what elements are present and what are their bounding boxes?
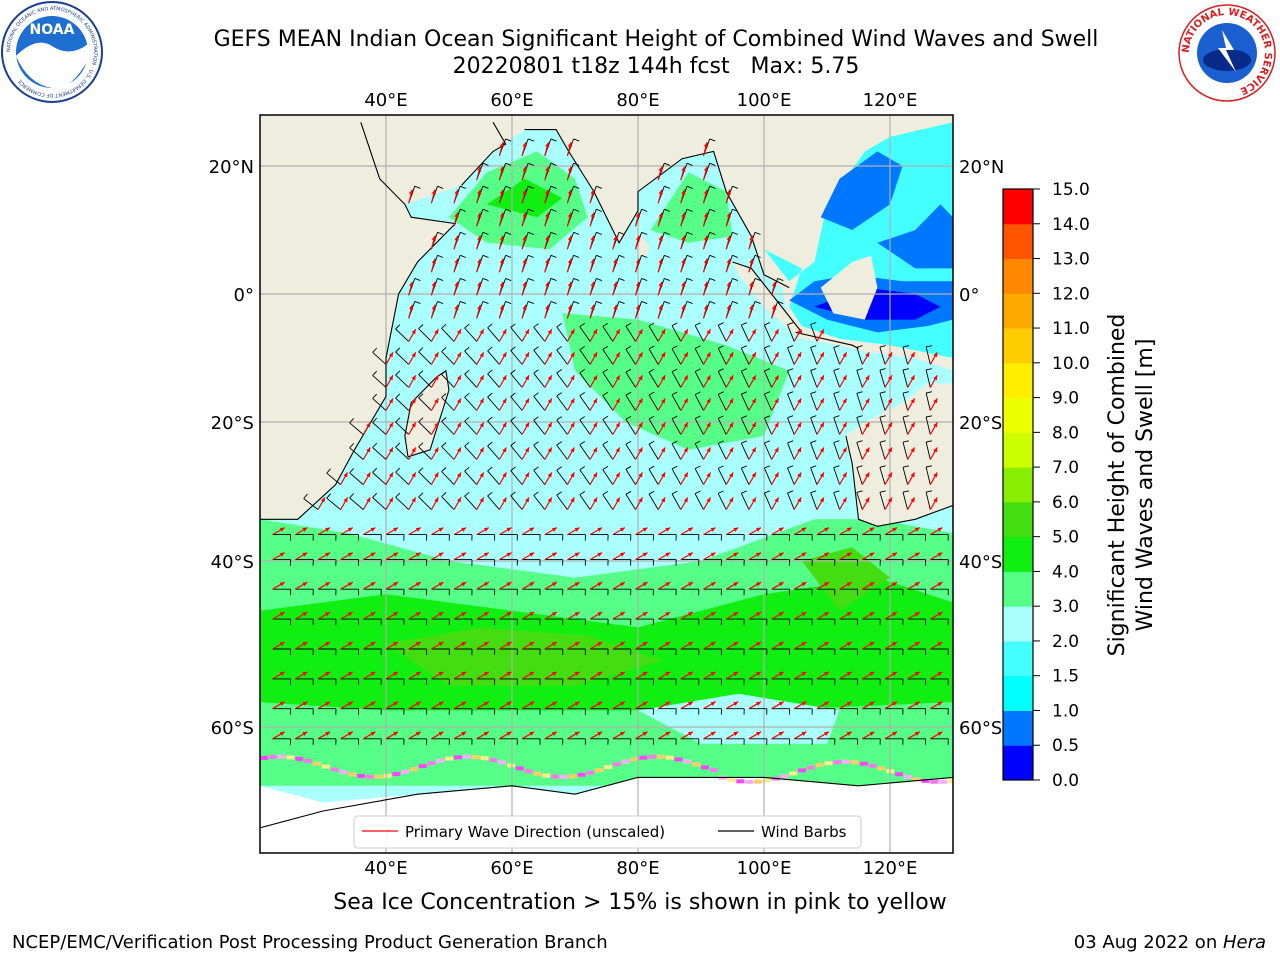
colorbar-swatch	[1003, 710, 1033, 746]
caption: Sea Ice Concentration > 15% is shown in …	[333, 890, 947, 915]
colorbar-swatch	[1003, 189, 1033, 225]
lon-tick-top: 120°E	[863, 90, 918, 111]
lat-tick-right: 0°	[959, 285, 979, 306]
colorbar-tick-label: 13.0	[1052, 250, 1090, 270]
nws-logo: NATIONAL WEATHER SERVICE	[1178, 4, 1276, 102]
colorbar-label: Significant Height of Combined Wind Wave…	[1105, 314, 1158, 657]
colorbar: 0.0 0.5 1.0 1.5 2.0 3.0 4.0 5.0 6.0 7.0 8.0 9.0 10.0…	[1002, 180, 1090, 791]
map-legend: Primary Wave Direction (unscaled) Wind B…	[353, 815, 862, 849]
lon-tick-top: 80°E	[616, 90, 659, 111]
colorbar-swatch	[1003, 606, 1033, 642]
lat-tick-left: 0°	[234, 285, 254, 306]
map-tick-labels: 40°E 40°E 60°E 60°E 80°E 80°E 100°E 100°E 120°E 1…	[209, 90, 1005, 879]
lat-tick-left: 60°S	[211, 718, 254, 739]
colorbar-swatch	[1003, 640, 1033, 677]
colorbar-swatch	[1003, 362, 1033, 399]
footer-host: Hera	[1222, 932, 1266, 953]
colorbar-tick-label: 0.5	[1052, 736, 1079, 756]
colorbar-swatch	[1003, 675, 1033, 711]
colorbar-swatch	[1003, 571, 1033, 607]
lon-tick-top: 60°E	[490, 90, 533, 111]
colorbar-tick-label: 9.0	[1052, 389, 1079, 409]
colorbar-tick-label: 11.0	[1052, 319, 1090, 339]
colorbar-tick-label: 7.0	[1052, 458, 1079, 478]
legend-wave-label: Primary Wave Direction (unscaled)	[405, 823, 665, 841]
wind-barbs	[272, 138, 949, 745]
colorbar-tick-label: 6.0	[1052, 493, 1079, 513]
colorbar-tick-label: 12.0	[1052, 284, 1090, 304]
colorbar-swatch	[1003, 223, 1033, 260]
colorbar-tick-label: 8.0	[1052, 423, 1079, 443]
colorbar-tick-label: 14.0	[1052, 215, 1090, 235]
colorbar-tick-label: 2.0	[1052, 632, 1079, 652]
ocean-field	[260, 122, 953, 853]
colorbar-tick-label: 3.0	[1052, 597, 1079, 617]
colorbar-tick-label: 1.5	[1052, 667, 1079, 687]
colorbar-swatch	[1003, 293, 1033, 329]
lon-tick-top: 100°E	[737, 90, 792, 111]
footer-date: 03 Aug 2022 on Hera	[1073, 932, 1266, 953]
lat-tick-left: 40°S	[211, 552, 254, 573]
colorbar-tick-label: 4.0	[1052, 562, 1079, 582]
colorbar-tick-label: 1.0	[1052, 702, 1079, 722]
colorbar-tick-label: 0.0	[1052, 771, 1079, 791]
lat-tick-right: 20°N	[959, 157, 1004, 178]
colorbar-swatch	[1003, 745, 1033, 781]
chart-subtitle: 20220801 t18z 144h fcst Max: 5.75	[452, 54, 860, 79]
wave-direction-arrows	[272, 142, 943, 740]
lat-tick-right: 60°S	[959, 718, 1002, 739]
lat-tick-left: 20°S	[211, 413, 254, 434]
lon-tick-bottom: 60°E	[490, 858, 533, 879]
lat-tick-right: 40°S	[959, 552, 1002, 573]
svg-text:Significant Height of Combined: Significant Height of Combined	[1105, 314, 1130, 657]
map-frame	[259, 114, 954, 854]
colorbar-swatch	[1003, 536, 1033, 572]
legend-barb-label: Wind Barbs	[761, 823, 847, 841]
lon-tick-bottom: 80°E	[616, 858, 659, 879]
lat-tick-left: 20°N	[209, 157, 254, 178]
colorbar-tick-label: 10.0	[1052, 354, 1090, 374]
colorbar-tick-label: 5.0	[1052, 528, 1079, 548]
lon-tick-bottom: 100°E	[737, 858, 792, 879]
colorbar-swatch	[1003, 258, 1033, 294]
lon-tick-bottom: 120°E	[863, 858, 918, 879]
colorbar-swatch	[1003, 501, 1033, 538]
lon-tick-bottom: 40°E	[364, 858, 407, 879]
noaa-logo: NOAA NATIONAL OCEANIC AND ATMOSPHERIC AD…	[1, 1, 103, 103]
colorbar-swatch	[1003, 397, 1033, 433]
noaa-logo-text: NOAA	[30, 22, 75, 38]
colorbar-swatch	[1003, 467, 1033, 503]
colorbar-tick-label: 15.0	[1052, 180, 1090, 200]
svg-text:Wind Waves and Swell [m]: Wind Waves and Swell [m]	[1133, 339, 1158, 632]
lat-tick-right: 20°S	[959, 413, 1002, 434]
chart-title: GEFS MEAN Indian Ocean Significant Heigh…	[213, 27, 1099, 52]
lon-tick-top: 40°E	[364, 90, 407, 111]
footer-branch: NCEP/EMC/Verification Post Processing Pr…	[12, 932, 608, 953]
colorbar-swatch	[1003, 328, 1033, 364]
colorbar-swatch	[1003, 432, 1033, 468]
